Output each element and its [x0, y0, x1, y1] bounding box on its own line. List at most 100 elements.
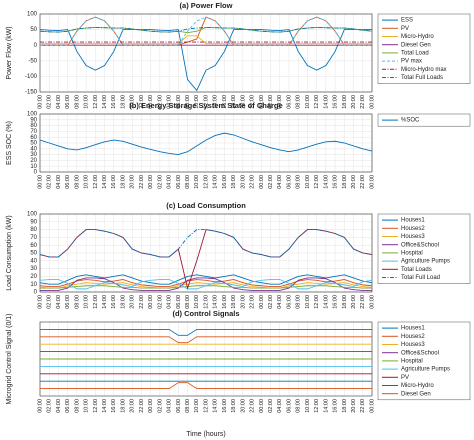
legend-label: PV — [401, 375, 409, 381]
x-tick-label: 12:00 — [314, 399, 320, 413]
legend-label: Office&School — [401, 242, 439, 248]
x-tick-label: 22:00 — [139, 95, 145, 109]
x-tick-label: 14:00 — [323, 399, 329, 413]
x-tick-label: 02:00 — [47, 175, 53, 189]
x-tick-label: 06:00 — [286, 95, 292, 109]
x-tick-label: 06:00 — [176, 95, 182, 109]
x-tick-label: 00:00 — [37, 399, 43, 413]
x-tick-label: 14:00 — [323, 95, 329, 109]
x-tick-label: 10:00 — [194, 399, 200, 413]
x-tick-label: 06:00 — [65, 399, 71, 413]
x-tick-label: 02:00 — [47, 95, 53, 109]
x-tick-label: 16:00 — [111, 399, 117, 413]
y-tick-label: 60 — [30, 135, 37, 141]
x-tick-label: 16:00 — [111, 95, 117, 109]
x-tick-label: 00:00 — [259, 175, 265, 189]
x-tick-label: 18:00 — [120, 399, 126, 413]
x-tick-label: 00:00 — [37, 95, 43, 109]
x-tick-label: 10:00 — [194, 175, 200, 189]
x-tick-label: 22:00 — [360, 95, 366, 109]
legend-label: Houses2 — [401, 334, 425, 340]
legend-label: Houses3 — [401, 342, 425, 348]
legend-label: Office&School — [401, 350, 439, 356]
x-tick-label: 04:00 — [167, 399, 173, 413]
legend-label: Micro-Hydro — [401, 34, 434, 40]
x-tick-label: 20:00 — [130, 95, 136, 109]
x-tick-label: 02:00 — [157, 95, 163, 109]
x-tick-label: 18:00 — [231, 175, 237, 189]
x-tick-label: 08:00 — [296, 399, 302, 413]
y-tick-label: 80 — [30, 227, 37, 233]
x-tick-label: 08:00 — [296, 95, 302, 109]
x-tick-label: 00:00 — [259, 399, 265, 413]
x-axis-label: Time (hours) — [186, 431, 225, 438]
x-tick-label: 04:00 — [167, 175, 173, 189]
x-tick-label: 00:00 — [369, 95, 375, 109]
x-tick-label: 12:00 — [203, 295, 209, 309]
series-line — [40, 16, 372, 46]
legend-label: Hospital — [401, 250, 423, 256]
x-tick-label: 16:00 — [222, 175, 228, 189]
x-tick-label: 04:00 — [277, 95, 283, 109]
x-tick-label: 12:00 — [93, 95, 99, 109]
x-tick-label: 16:00 — [222, 295, 228, 309]
x-tick-label: 22:00 — [360, 399, 366, 413]
x-tick-label: 10:00 — [84, 95, 90, 109]
x-tick-label: 00:00 — [37, 295, 43, 309]
legend-box — [377, 113, 471, 127]
chart-title: (d) Control Signals — [172, 309, 239, 318]
x-tick-label: 22:00 — [250, 399, 256, 413]
legend-label: Houses1 — [401, 218, 425, 224]
x-tick-label: 06:00 — [65, 295, 71, 309]
y-tick-label: 20 — [30, 274, 37, 280]
x-tick-label: 06:00 — [176, 295, 182, 309]
x-tick-label: 00:00 — [369, 295, 375, 309]
x-tick-label: 22:00 — [250, 175, 256, 189]
x-tick-label: 10:00 — [194, 95, 200, 109]
x-tick-label: 12:00 — [314, 295, 320, 309]
series-line — [40, 35, 372, 45]
legend-label: Agriculture Pumps — [401, 259, 450, 265]
y-tick-label: 50 — [30, 141, 37, 147]
x-tick-label: 22:00 — [250, 295, 256, 309]
y-tick-label: 60 — [30, 243, 37, 249]
x-tick-label: 02:00 — [157, 175, 163, 189]
x-tick-label: 18:00 — [231, 399, 237, 413]
x-tick-label: 12:00 — [93, 399, 99, 413]
x-tick-label: 16:00 — [222, 399, 228, 413]
x-tick-label: 14:00 — [213, 175, 219, 189]
legend-label: Total Load — [401, 50, 429, 56]
x-tick-label: 20:00 — [351, 295, 357, 309]
x-tick-label: 14:00 — [102, 295, 108, 309]
x-tick-label: 16:00 — [111, 175, 117, 189]
x-tick-label: 08:00 — [185, 399, 191, 413]
x-tick-label: 04:00 — [56, 295, 62, 309]
x-tick-label: 20:00 — [351, 175, 357, 189]
x-tick-label: 10:00 — [84, 295, 90, 309]
x-tick-label: 02:00 — [47, 295, 53, 309]
series-line — [39, 282, 373, 289]
x-tick-label: 08:00 — [74, 95, 80, 109]
x-tick-label: 08:00 — [296, 175, 302, 189]
y-tick-label: 50 — [30, 27, 37, 33]
legend-label: Micro-Hydro — [401, 383, 434, 389]
y-axis-label: Microgrid Control Signal (0/1) — [6, 313, 13, 404]
y-tick-label: 90 — [30, 117, 37, 123]
series-line — [39, 279, 373, 290]
x-tick-label: 20:00 — [351, 399, 357, 413]
x-tick-label: 18:00 — [342, 399, 348, 413]
x-tick-label: 04:00 — [56, 399, 62, 413]
series-line — [40, 336, 372, 344]
y-tick-label: 10 — [30, 164, 37, 170]
chart-title: (a) Power Flow — [180, 1, 233, 10]
x-tick-label: 10:00 — [305, 175, 311, 189]
x-tick-label: 16:00 — [333, 95, 339, 109]
x-tick-label: 18:00 — [342, 95, 348, 109]
y-tick-label: 70 — [30, 235, 37, 241]
x-tick-label: 04:00 — [277, 295, 283, 309]
x-tick-label: 16:00 — [333, 399, 339, 413]
x-tick-label: 04:00 — [167, 295, 173, 309]
x-tick-label: 02:00 — [157, 399, 163, 413]
x-tick-label: 10:00 — [84, 175, 90, 189]
x-tick-label: 00:00 — [369, 175, 375, 189]
